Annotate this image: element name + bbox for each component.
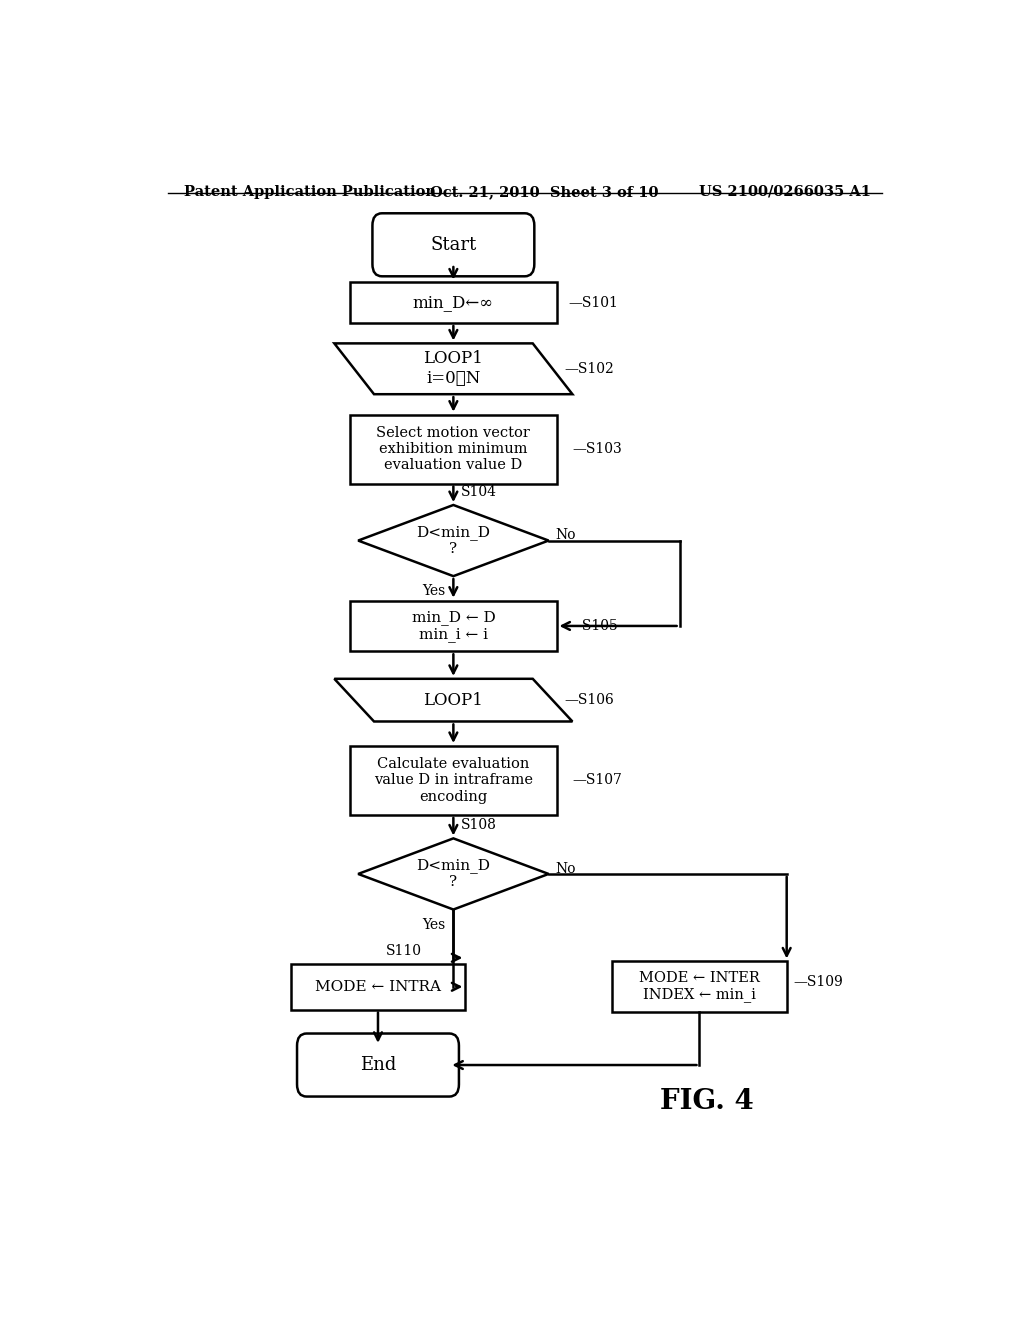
FancyBboxPatch shape [297,1034,459,1097]
Text: min_D ← D
min_i ← i: min_D ← D min_i ← i [412,610,496,642]
Text: —S105: —S105 [568,619,618,634]
Polygon shape [334,343,572,395]
Text: —S103: —S103 [572,442,623,457]
Text: Oct. 21, 2010  Sheet 3 of 10: Oct. 21, 2010 Sheet 3 of 10 [430,185,658,199]
Polygon shape [358,838,549,909]
Text: Yes: Yes [422,585,445,598]
Text: S108: S108 [461,818,498,833]
Text: D<min_D
?: D<min_D ? [417,525,490,556]
Text: Select motion vector
exhibition minimum
evaluation value D: Select motion vector exhibition minimum … [377,426,530,473]
Text: min_D←∞: min_D←∞ [413,294,494,312]
Text: US 2100/0266035 A1: US 2100/0266035 A1 [699,185,871,199]
FancyBboxPatch shape [350,746,557,814]
Text: MODE ← INTRA: MODE ← INTRA [315,979,441,994]
Text: —S101: —S101 [568,296,618,310]
Text: FIG. 4: FIG. 4 [660,1088,755,1115]
FancyBboxPatch shape [612,961,786,1012]
FancyBboxPatch shape [291,964,465,1010]
FancyBboxPatch shape [373,214,535,276]
Text: LOOP1
i=0∾N: LOOP1 i=0∾N [424,351,483,387]
Polygon shape [358,506,549,576]
FancyBboxPatch shape [350,601,557,651]
Text: No: No [555,862,575,876]
FancyBboxPatch shape [350,414,557,483]
Text: LOOP1: LOOP1 [424,692,483,709]
Text: S110: S110 [386,944,422,958]
Text: Start: Start [430,236,476,253]
Text: MODE ← INTER
INDEX ← min_i: MODE ← INTER INDEX ← min_i [639,972,760,1002]
Text: —S106: —S106 [564,693,614,708]
Text: —S102: —S102 [564,362,614,376]
Text: No: No [555,528,575,543]
Text: —S107: —S107 [572,774,623,788]
Polygon shape [334,678,572,722]
FancyBboxPatch shape [350,282,557,323]
Text: D<min_D
?: D<min_D ? [417,858,490,890]
Text: S104: S104 [461,484,498,499]
Text: End: End [359,1056,396,1074]
Text: Patent Application Publication: Patent Application Publication [183,185,435,199]
Text: —S109: —S109 [793,974,843,989]
Text: Calculate evaluation
value D in intraframe
encoding: Calculate evaluation value D in intrafra… [374,758,532,804]
Text: Yes: Yes [422,917,445,932]
